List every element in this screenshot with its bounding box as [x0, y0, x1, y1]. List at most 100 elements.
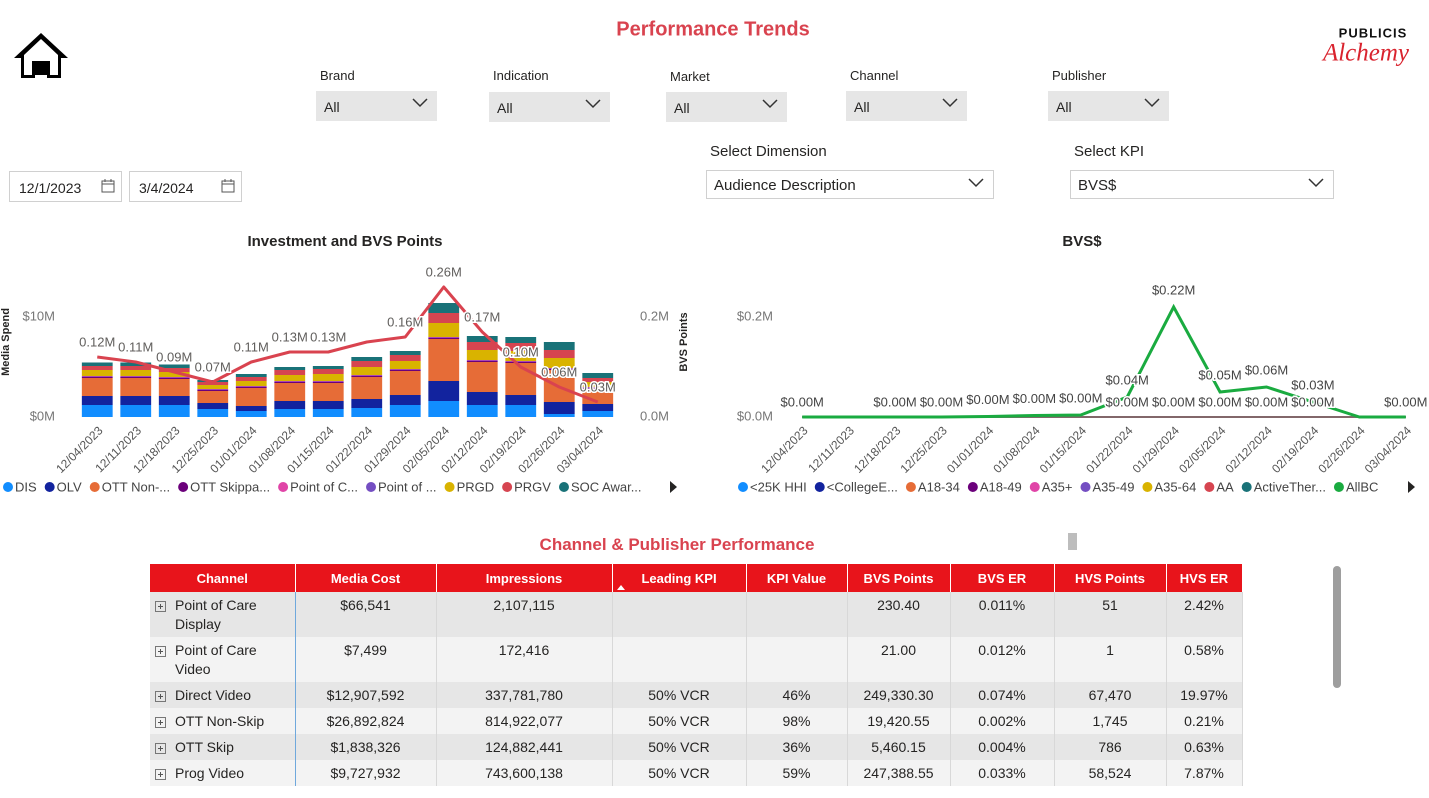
data-label: 0.13M — [272, 329, 308, 344]
table-cell: Direct Video — [150, 682, 296, 708]
bar-segment — [582, 411, 614, 417]
filter-label: Channel — [850, 68, 899, 83]
legend-swatch — [278, 482, 289, 492]
bar-segment — [428, 323, 460, 337]
bar-segment — [120, 378, 152, 396]
table-row: Point of Care Display $66,541 2,107,115 230… — [150, 592, 1243, 637]
legend-label: Point of ... — [378, 479, 437, 494]
expand-icon[interactable] — [155, 743, 166, 754]
cell-text: $7,499 — [344, 642, 387, 658]
date-start[interactable]: 12/1/2023 — [9, 171, 122, 202]
chevron — [1308, 178, 1324, 188]
column-header[interactable]: Media Cost — [295, 564, 437, 592]
legend-label: OLV — [57, 479, 82, 494]
cell-text: 50% VCR — [648, 713, 710, 729]
legend-next[interactable] — [1408, 481, 1415, 493]
bar-segment — [158, 368, 190, 372]
x-tick-label: 02/12/2024 — [1222, 423, 1275, 476]
column-header[interactable]: Impressions — [436, 564, 613, 592]
chart-title: BVS$ — [1062, 233, 1102, 250]
channel-name: Direct Video — [175, 687, 252, 703]
filter-box[interactable]: All — [666, 92, 787, 122]
selector-value: Audience Description — [714, 177, 856, 194]
expand-icon[interactable] — [155, 646, 166, 657]
legend-swatch — [967, 482, 978, 492]
column-header[interactable]: HVS Points — [1054, 564, 1167, 592]
bar-segment — [582, 387, 614, 388]
bar-segment — [274, 409, 306, 417]
bar-segment — [543, 368, 575, 369]
legend-label: A35+ — [1042, 479, 1073, 494]
cell-text: 124,882,441 — [485, 739, 563, 755]
legend-swatch — [1029, 482, 1040, 492]
table-cell: 124,882,441 — [436, 734, 613, 760]
cell-text: 36% — [782, 739, 811, 755]
cell-text: 21.00 — [880, 642, 917, 658]
expand-icon[interactable] — [155, 769, 166, 780]
bar-segment — [582, 388, 614, 389]
bar-segment — [158, 379, 190, 396]
column-header[interactable]: BVS Points — [847, 564, 951, 592]
expand-icon[interactable] — [155, 717, 166, 728]
cell-text: 59% — [782, 765, 811, 781]
table-row: Prog Video $9,727,932 743,600,138 50% VCR 59… — [150, 760, 1243, 786]
column-header[interactable]: Channel — [150, 564, 296, 592]
bar-segment — [428, 401, 460, 417]
data-label: 0.16M — [387, 314, 423, 329]
bar-segment — [543, 368, 575, 369]
scrollbar[interactable] — [1333, 566, 1341, 688]
table-cell: 98% — [746, 708, 848, 734]
bar-segment — [389, 369, 421, 370]
table-cell: 50% VCR — [612, 708, 747, 734]
table-cell: $9,727,932 — [295, 760, 437, 786]
legend-label: <CollegeE... — [827, 479, 898, 494]
calendar-icon — [101, 179, 115, 193]
table-cell: 0.004% — [950, 734, 1055, 760]
chevron — [942, 98, 958, 108]
filter-box[interactable]: All — [489, 92, 610, 122]
table-cell: Prog Video — [150, 760, 296, 786]
selector[interactable]: BVS$ — [1070, 170, 1334, 199]
column-header[interactable]: BVS ER — [950, 564, 1055, 592]
expand-icon[interactable] — [155, 601, 166, 612]
bar-segment — [543, 342, 575, 350]
filter-value: All — [324, 99, 340, 115]
legend-next[interactable] — [670, 481, 677, 493]
date-end[interactable]: 3/4/2024 — [129, 171, 242, 202]
expand-icon[interactable] — [155, 691, 166, 702]
data-label: $0.00M — [1384, 394, 1427, 409]
column-header[interactable]: KPI Value — [746, 564, 848, 592]
bar-segment — [158, 378, 190, 379]
bar-segment — [274, 382, 306, 383]
legend-label: A35-64 — [1154, 479, 1196, 494]
column-header[interactable]: HVS ER — [1166, 564, 1243, 592]
filter-label: Brand — [320, 68, 355, 83]
bar-segment — [274, 367, 306, 370]
filter-box[interactable]: All — [316, 91, 437, 121]
filter-box[interactable]: All — [1048, 91, 1169, 121]
cell-text: 98% — [782, 713, 811, 729]
legend-label: SOC Awar... — [571, 479, 642, 494]
bar-segment — [582, 378, 614, 382]
legend-swatch — [905, 482, 916, 492]
bar-segment — [197, 403, 229, 409]
filter-box[interactable]: All — [846, 91, 967, 121]
data-label: $0.00M — [920, 394, 963, 409]
filter-value: All — [854, 99, 870, 115]
header-row: Channel Media Cost Impressions Leading KPI K… — [150, 564, 1243, 592]
legend-swatch — [1142, 482, 1153, 492]
table-cell: 50% VCR — [612, 734, 747, 760]
bar-segment — [158, 372, 190, 377]
data-label: $0.00M — [1152, 394, 1195, 409]
selector[interactable]: Audience Description — [706, 170, 994, 199]
legend-swatch — [89, 482, 100, 492]
cell-text: 230.40 — [877, 597, 920, 613]
cell-text: 0.011% — [978, 597, 1026, 613]
home-icon[interactable] — [14, 33, 68, 78]
bar-segment — [81, 362, 113, 366]
bar-segment — [235, 386, 267, 387]
column-header[interactable]: Leading KPI — [612, 564, 747, 592]
filter-label: Publisher — [1052, 68, 1107, 83]
bar-segment — [466, 360, 498, 361]
